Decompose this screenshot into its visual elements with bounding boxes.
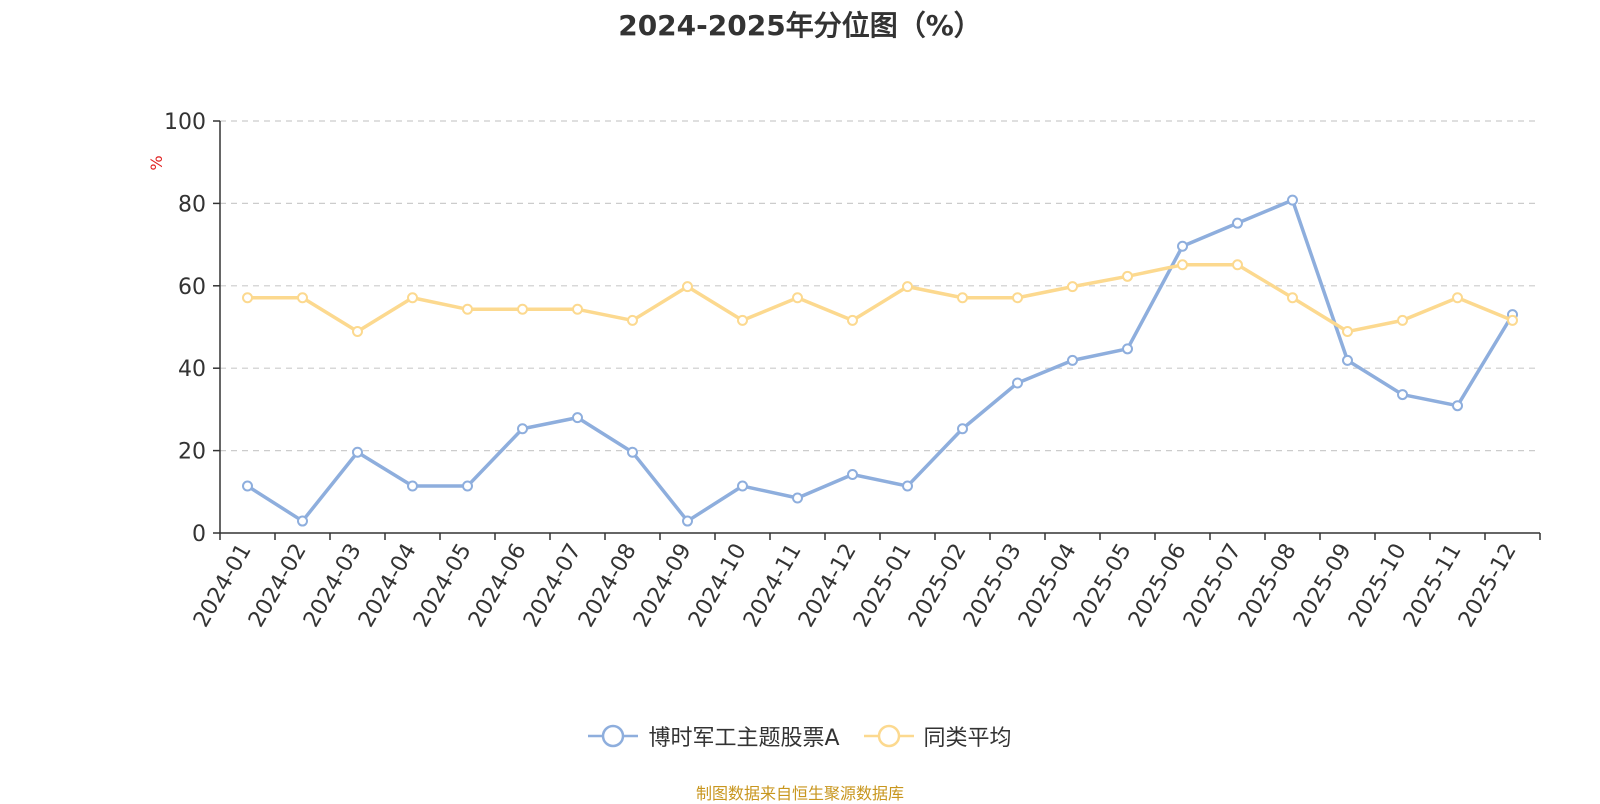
data-point [627, 314, 638, 326]
data-point [407, 480, 418, 492]
data-point [627, 446, 638, 458]
legend-symbol-icon [588, 724, 639, 748]
data-point [902, 281, 913, 293]
data-point [407, 292, 418, 304]
legend-item[interactable]: 同类平均 [863, 720, 1012, 752]
data-point [517, 303, 528, 315]
data-point [242, 480, 253, 492]
series-line [245, 198, 1515, 523]
data-point [352, 326, 363, 338]
legend-label: 同类平均 [923, 726, 1012, 751]
data-point [847, 314, 858, 326]
series-layer [242, 194, 1518, 527]
data-point [737, 314, 748, 326]
legend-label: 博时军工主题股票A [648, 726, 840, 751]
grid-lines [220, 120, 1540, 452]
line-chart: 020406080100%2024-012024-022024-032024-0… [147, 110, 1541, 632]
data-point [957, 292, 968, 304]
data-point [352, 446, 363, 458]
data-point [1232, 217, 1243, 229]
data-point [462, 303, 473, 315]
y-axis-label: % [147, 155, 166, 170]
data-point [792, 292, 803, 304]
data-point [1012, 292, 1023, 304]
series-line [245, 263, 1515, 334]
data-point [1177, 259, 1188, 271]
y-tick-label: 20 [178, 440, 206, 465]
y-tick-label: 80 [178, 192, 206, 217]
legend-symbol-icon [863, 724, 914, 748]
data-point [517, 423, 528, 435]
data-point [1287, 292, 1298, 304]
data-point [1122, 343, 1133, 355]
y-tick-label: 40 [178, 357, 206, 382]
data-point [297, 292, 308, 304]
data-point [682, 281, 693, 293]
data-point [572, 303, 583, 315]
data-point [1177, 240, 1188, 252]
legend-item[interactable]: 博时军工主题股票A [588, 720, 840, 752]
legend: 博时军工主题股票A 同类平均 [0, 720, 1600, 752]
data-point [737, 480, 748, 492]
data-point [957, 423, 968, 435]
data-point [902, 480, 913, 492]
data-point [682, 515, 693, 527]
data-point [1452, 400, 1463, 412]
data-point [572, 412, 583, 424]
data-point [847, 468, 858, 480]
data-point [462, 480, 473, 492]
data-point [1397, 389, 1408, 401]
data-point [792, 492, 803, 504]
data-point [1122, 270, 1133, 282]
y-tick-label: 60 [178, 275, 206, 300]
series-2 [242, 259, 1518, 338]
series-1 [242, 194, 1518, 527]
data-point [1232, 259, 1243, 271]
y-tick-label: 0 [192, 522, 206, 547]
data-point [1452, 292, 1463, 304]
data-source-note: 制图数据来自恒生聚源数据库 [695, 784, 904, 803]
y-tick-label: 100 [164, 110, 206, 135]
data-point [1067, 354, 1078, 366]
data-point [297, 515, 308, 527]
data-point [1012, 377, 1023, 389]
chart-title: 2024-2025年分位图（%） [618, 9, 982, 42]
data-point [1342, 354, 1353, 366]
data-point [1067, 281, 1078, 293]
data-point [1287, 194, 1298, 206]
data-point [1342, 326, 1353, 338]
data-point [242, 292, 253, 304]
data-point [1397, 314, 1408, 326]
axes: 020406080100%2024-012024-022024-032024-0… [147, 110, 1541, 632]
data-point [1507, 314, 1518, 326]
